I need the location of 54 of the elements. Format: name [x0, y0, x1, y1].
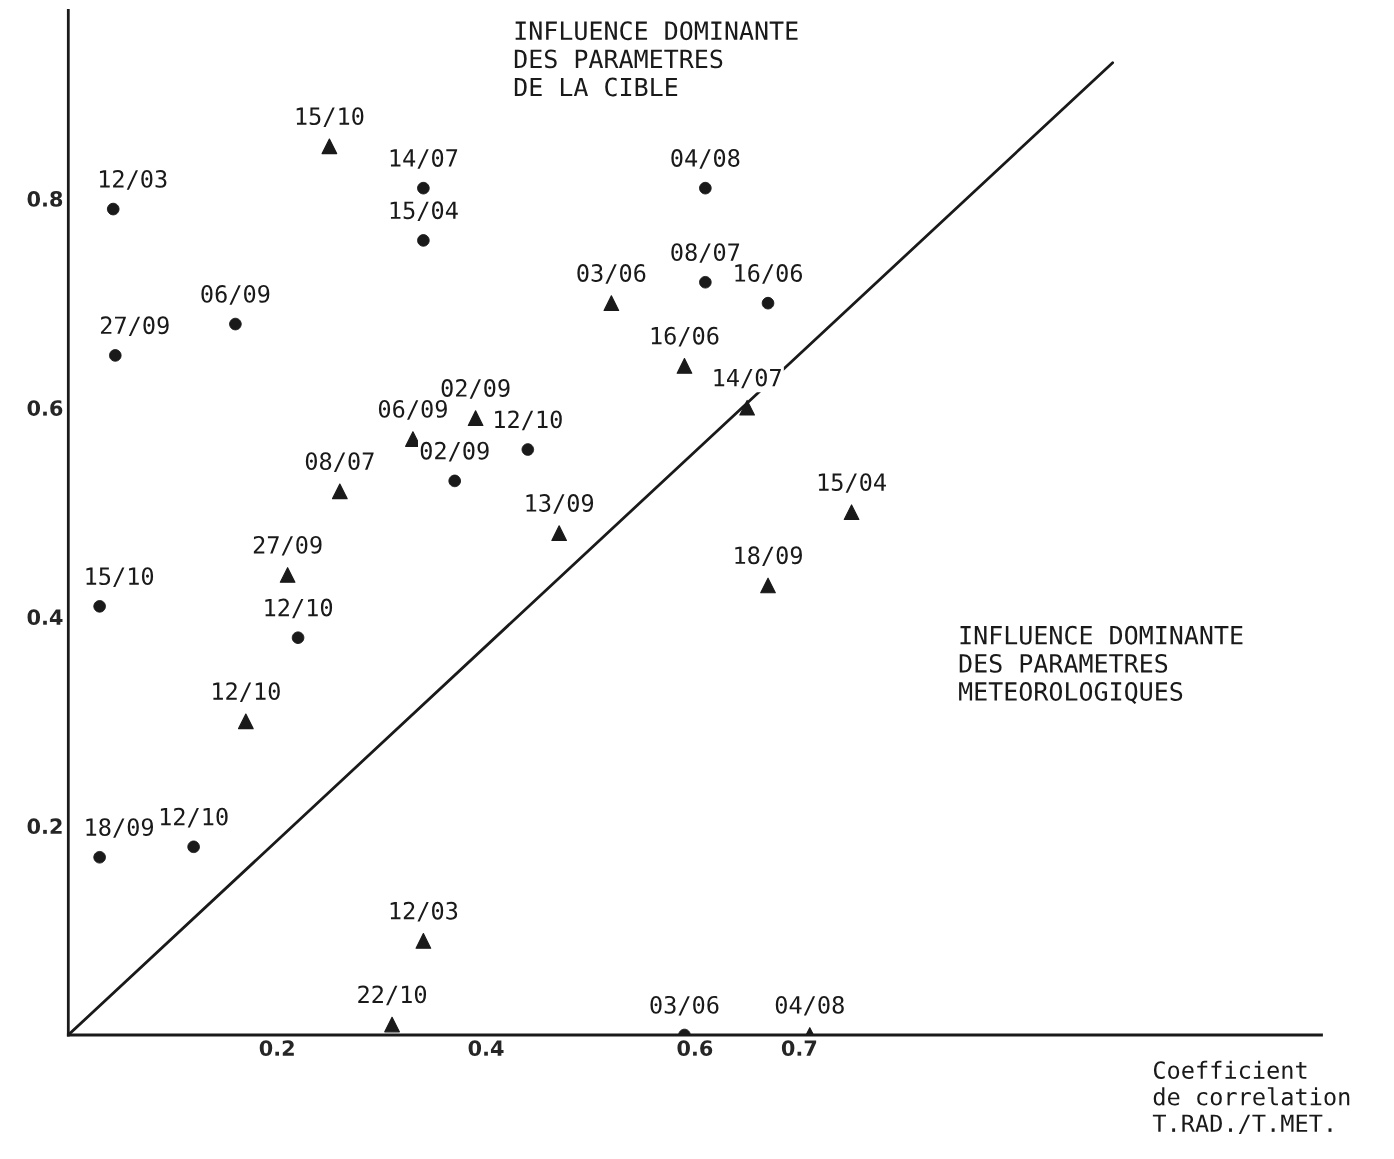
annotation: 12/03: [99, 169, 167, 190]
x-tick-label: 0.7: [781, 1040, 817, 1056]
annotation: 27/09: [253, 535, 322, 556]
annotation: 14/07: [390, 149, 458, 169]
annotation: 12/10: [160, 807, 228, 828]
annotation: 12/10: [213, 682, 280, 702]
point: [384, 1016, 400, 1033]
annotation: INFLUENCE DOMINANTE DES PARAMETRES METEOROLOGIQUES: [959, 625, 1243, 704]
annotation: 02/09: [441, 379, 510, 399]
annotation: 04/08: [775, 995, 844, 1016]
annotation: 15/10: [86, 567, 154, 587]
annotation: 18/09: [86, 818, 154, 838]
annotation: 22/10: [358, 985, 427, 1006]
annotation: 08/07: [671, 243, 740, 263]
x-tick-label: 0.2: [259, 1040, 294, 1056]
y-tick-label: 0.2: [27, 818, 62, 835]
x-tick-label: 0.6: [677, 1040, 713, 1056]
point: [843, 504, 860, 521]
annotation: 15/04: [818, 473, 886, 493]
x-axis-title: Coefficient de correlation T.RAD./T.MET.: [1152, 1060, 1350, 1135]
annotation: 03/06: [577, 264, 646, 284]
annotation: 02/09: [420, 441, 489, 462]
annotation: 03/06: [650, 995, 719, 1016]
point: [603, 295, 620, 312]
annotation: 12/03: [390, 901, 458, 922]
annotation: 12/10: [265, 598, 333, 619]
annotation: 16/06: [651, 326, 719, 347]
point: [551, 525, 568, 542]
annotation: 06/09: [201, 284, 270, 305]
annotation: 15/04: [390, 201, 458, 222]
annotation: 06/09: [378, 399, 447, 420]
point: [760, 577, 776, 594]
y-tick-label: 0.8: [27, 191, 63, 207]
y-tick-label: 0.6: [27, 400, 63, 416]
annotation: 04/08: [671, 149, 740, 169]
point: [279, 567, 296, 583]
annotation: 18/09: [735, 546, 802, 567]
annotation: INFLUENCE DOMINANTE DES PARAMETRES DE LA CIBLE: [514, 21, 798, 97]
point: [467, 410, 484, 427]
annotation: 16/06: [735, 264, 803, 284]
y-tick-label: 0.4: [27, 609, 63, 626]
annotation: 14/07: [714, 368, 781, 389]
annotation: 12/10: [495, 410, 562, 431]
annotation: 27/09: [100, 316, 169, 337]
point: [321, 138, 338, 155]
point: [739, 399, 755, 416]
annotation: 15/10: [296, 107, 364, 127]
point: [331, 483, 348, 500]
point: [676, 358, 693, 374]
annotation: 13/09: [526, 494, 594, 514]
x-tick-label: 0.4: [468, 1040, 504, 1056]
annotation: 08/07: [305, 452, 374, 472]
point: [415, 933, 432, 949]
point: [237, 713, 254, 730]
